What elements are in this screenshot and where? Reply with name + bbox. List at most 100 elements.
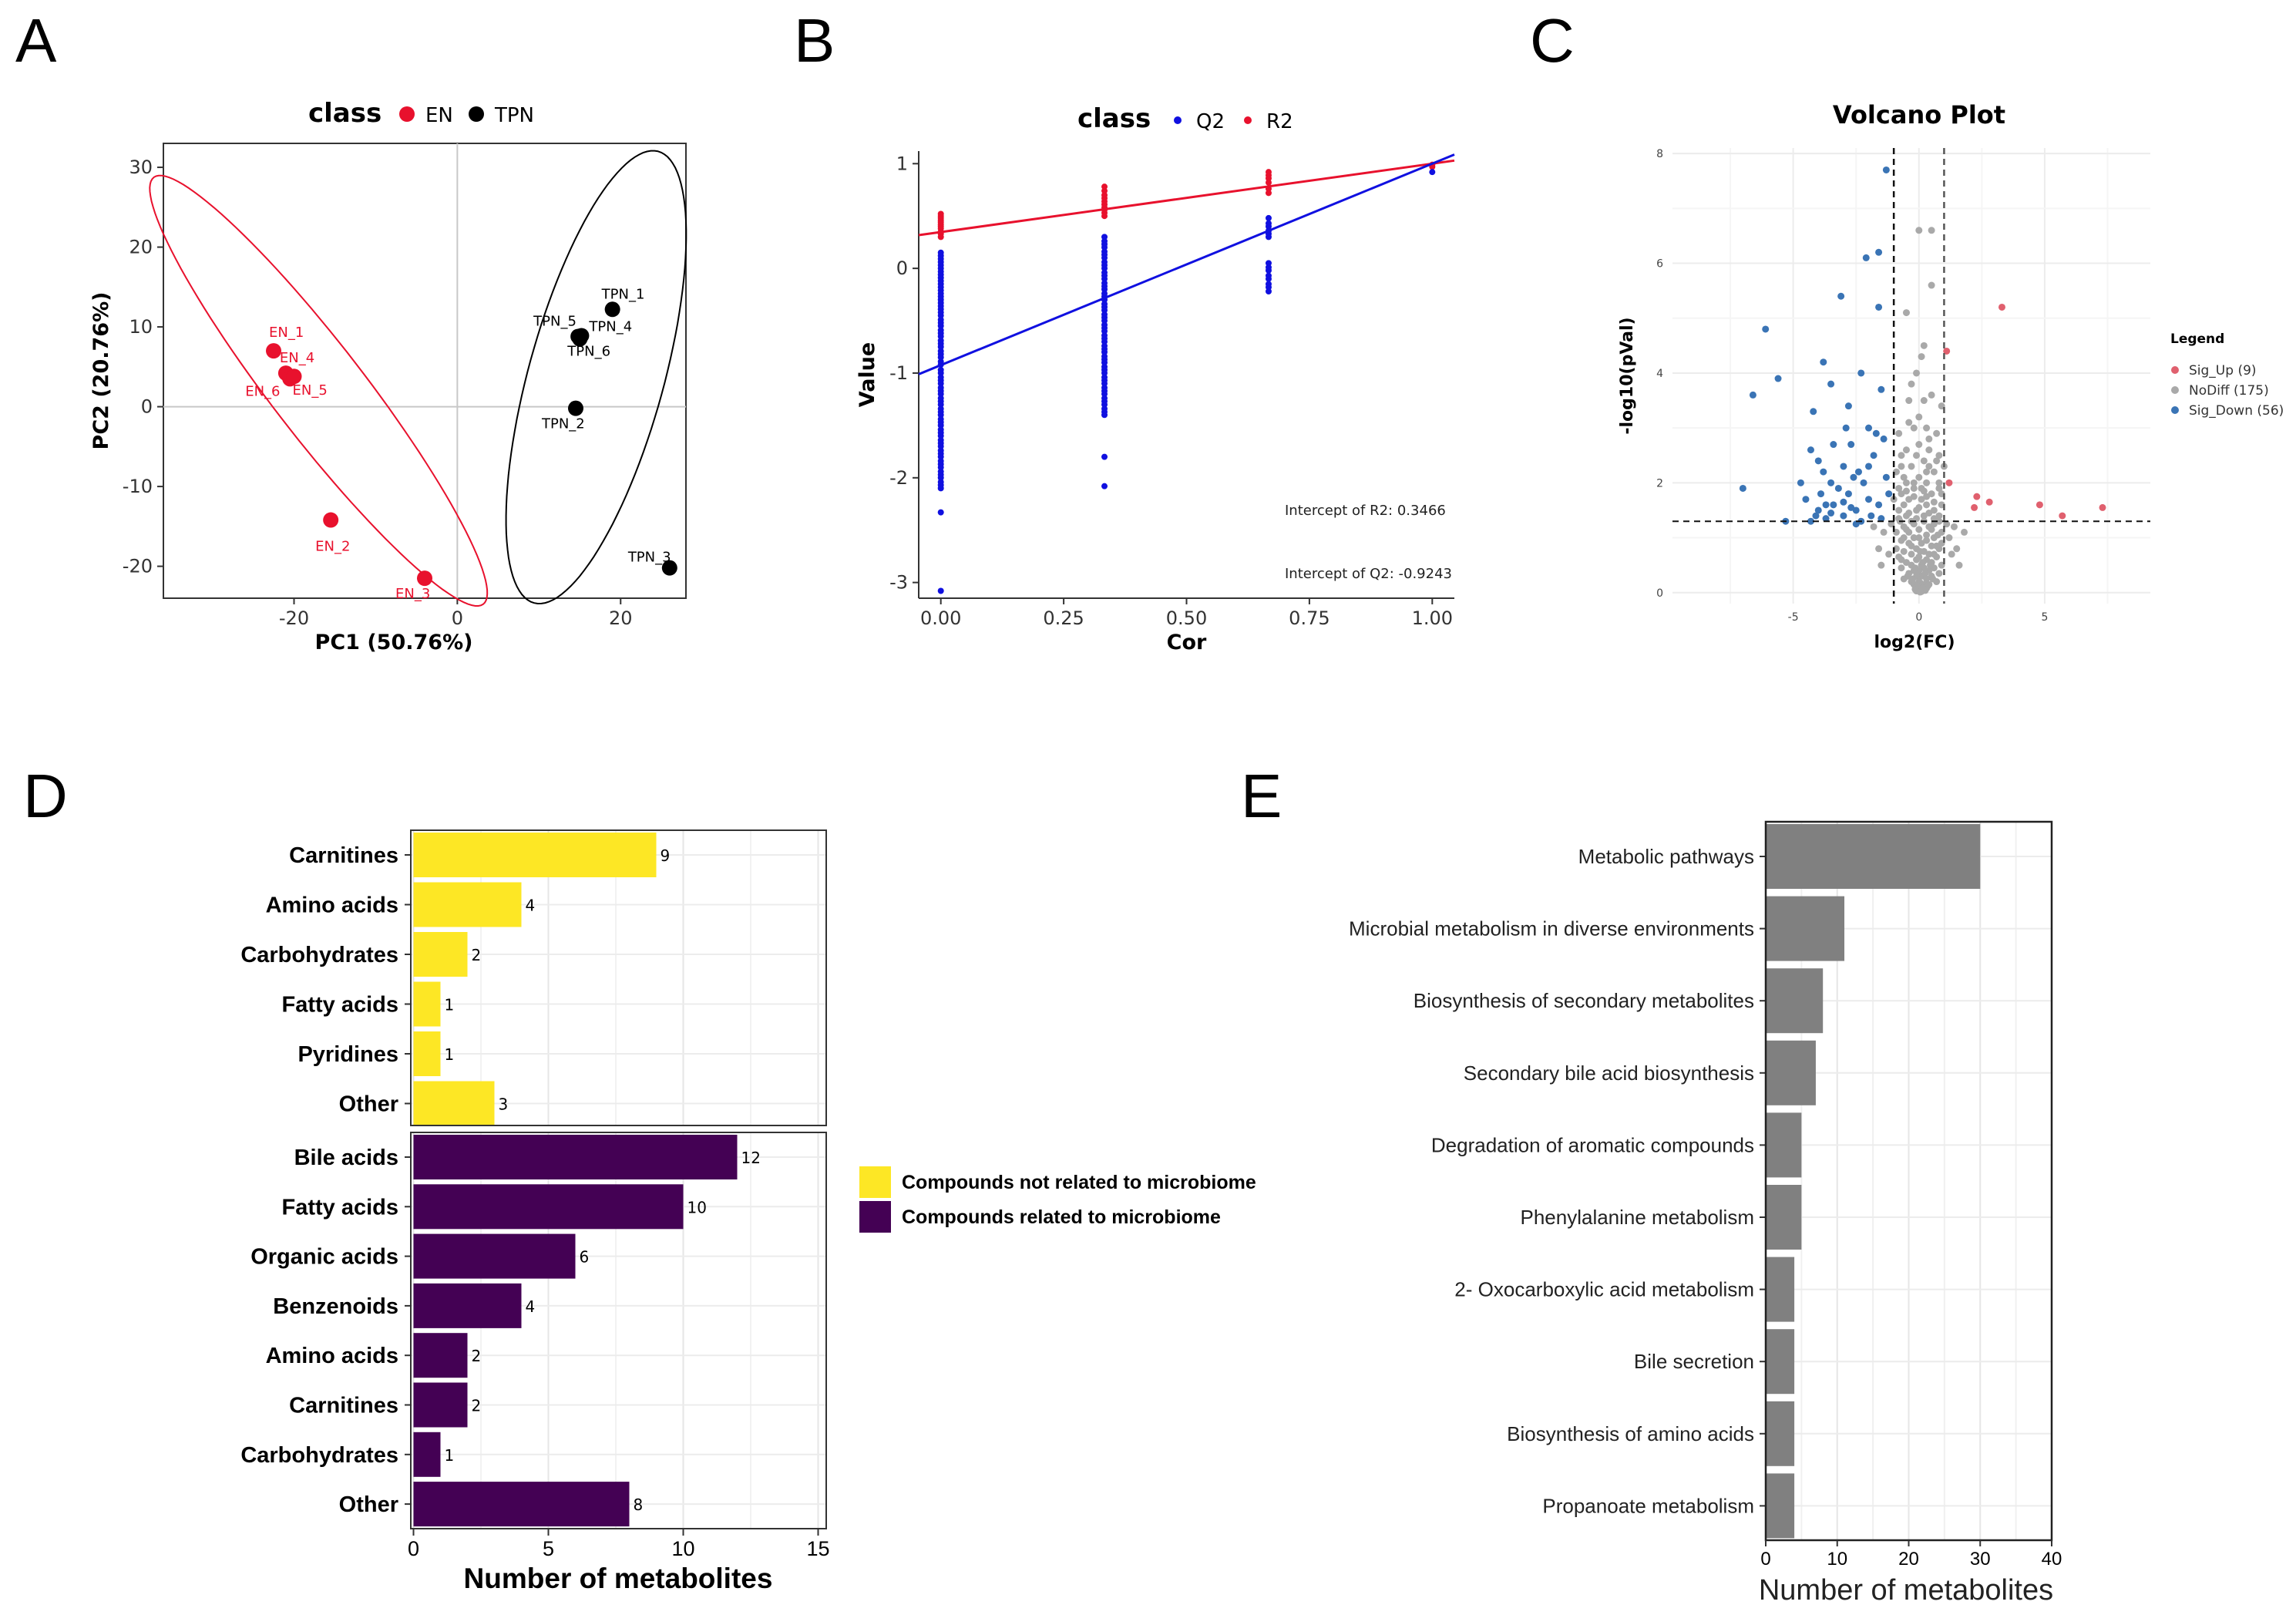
pca-point-label: EN_6 xyxy=(245,383,280,399)
volcano-point-sig-down xyxy=(1762,325,1770,333)
volcano-point-nodiff xyxy=(1913,369,1921,377)
pca-xtick-label: 0 xyxy=(452,607,463,629)
panel-letter-d: D xyxy=(23,762,68,830)
volcano-point-sig-down xyxy=(1875,248,1883,256)
volcano-point-nodiff xyxy=(1900,534,1908,542)
category-label: Carnitines xyxy=(289,843,398,868)
volcano-point-sig-down xyxy=(1830,501,1837,509)
volcano-point-nodiff xyxy=(1933,429,1941,437)
volcano-point-nodiff xyxy=(1915,227,1923,234)
volcano-point-sig-down xyxy=(1882,473,1890,481)
volcano-point-sig-down xyxy=(1847,441,1855,449)
volcano-ytick-label: 2 xyxy=(1656,477,1663,490)
volcano-point-nodiff xyxy=(1918,484,1925,492)
volcano-point-nodiff xyxy=(1923,575,1931,583)
pathway-label: Biosynthesis of amino acids xyxy=(1507,1422,1754,1445)
category-label: Organic acids xyxy=(250,1245,398,1270)
bar-fatty-acids xyxy=(413,1184,684,1230)
perm-point-q2 xyxy=(1265,220,1272,227)
pca-point-tpn_2 xyxy=(567,400,583,416)
volcano-point-nodiff xyxy=(1895,429,1903,437)
volcano-legend-swatch xyxy=(2171,406,2179,414)
bar-value-label: 4 xyxy=(526,897,536,915)
volcano-point-nodiff xyxy=(1902,487,1910,495)
perm-legend-swatch xyxy=(1244,116,1252,124)
facet-legend-swatch xyxy=(859,1201,891,1233)
perm-xtick-label: 0.00 xyxy=(920,607,961,629)
volcano-point-nodiff xyxy=(1900,473,1908,481)
volcano-point-sig-down xyxy=(1827,380,1835,388)
pca-point-en_1 xyxy=(266,343,282,359)
volcano-point-sig-down xyxy=(1774,375,1782,382)
volcano-point-nodiff xyxy=(1900,547,1908,555)
category-label: Carnitines xyxy=(289,1394,398,1418)
pathway-bar xyxy=(1766,1112,1802,1178)
volcano-point-sig-down xyxy=(1862,254,1870,261)
volcano-point-sig-down xyxy=(1857,369,1865,377)
perm-ylabel: Value xyxy=(856,342,879,407)
volcano-point-nodiff xyxy=(1880,528,1888,536)
volcano-point-sig-down xyxy=(1827,510,1835,517)
bar-other xyxy=(413,1081,495,1126)
bar-value-label: 4 xyxy=(526,1297,536,1316)
category-label: Fatty acids xyxy=(282,1195,399,1220)
volcano-point-nodiff xyxy=(1920,397,1928,405)
volcano-point-sig-down xyxy=(1885,490,1893,498)
volcano-point-sig-down xyxy=(1875,303,1883,311)
volcano-point-nodiff xyxy=(1910,484,1918,492)
volcano-point-nodiff xyxy=(1908,542,1915,550)
volcano-point-nodiff xyxy=(1926,561,1934,569)
volcano-point-nodiff xyxy=(1923,537,1931,544)
volcano-point-sig-down xyxy=(1822,501,1830,509)
volcano-point-sig-down xyxy=(1749,391,1756,399)
volcano-point-nodiff xyxy=(1908,380,1915,388)
pca-ytick-label: -10 xyxy=(123,476,153,497)
facet-legend-label: Compounds not related to microbiome xyxy=(902,1172,1256,1193)
bar-carbohydrates xyxy=(413,932,468,977)
bar-value-label: 3 xyxy=(499,1095,509,1114)
volcano-point-sig-down xyxy=(1834,484,1842,492)
volcano-point-nodiff xyxy=(1916,588,1924,596)
facet-border xyxy=(410,829,827,1126)
perm-regression-line-r2 xyxy=(918,159,1455,237)
category-label: Bile acids xyxy=(294,1146,398,1170)
volcano-chart: -5 0 5 0 2 4 6 8 Volcano Plot log2(FC) -log10(pVal… xyxy=(1618,100,2284,652)
pca-point-label: TPN_1 xyxy=(601,286,645,302)
pathway-xlabel: Number of metabolites xyxy=(1759,1574,2053,1607)
volcano-point-nodiff xyxy=(1905,510,1913,517)
volcano-title: Volcano Plot xyxy=(1833,100,2005,130)
pathway-bar xyxy=(1766,968,1824,1034)
volcano-point-nodiff xyxy=(1930,550,1938,558)
volcano-point-nodiff xyxy=(1913,452,1921,459)
category-label: Other xyxy=(339,1092,398,1117)
volcano-point-sig-down xyxy=(1837,292,1845,300)
volcano-point-nodiff xyxy=(1923,424,1931,432)
category-label: Other xyxy=(339,1492,398,1517)
volcano-point-nodiff xyxy=(1928,391,1935,399)
volcano-point-nodiff xyxy=(1875,545,1883,553)
volcano-point-nodiff xyxy=(1930,498,1938,506)
bar-other xyxy=(413,1482,630,1527)
volcano-ytick-label: 4 xyxy=(1656,368,1663,380)
bar-pyridines xyxy=(413,1031,441,1076)
volcano-point-nodiff xyxy=(1930,515,1938,523)
volcano-xtick-label: -5 xyxy=(1788,611,1799,624)
volcano-point-nodiff xyxy=(1908,463,1915,470)
perm-point-q2 xyxy=(1101,453,1108,460)
volcano-point-nodiff xyxy=(1910,534,1918,542)
perm-ytick-label: -3 xyxy=(889,572,908,594)
pathway-label: Biosynthesis of secondary metabolites xyxy=(1414,989,1754,1012)
volcano-point-sig-down xyxy=(1882,166,1890,173)
pathway-xtick-label: 10 xyxy=(1827,1549,1847,1570)
pca-point-label: TPN_5 xyxy=(533,313,577,329)
volcano-point-nodiff xyxy=(1895,484,1903,492)
volcano-point-sig-down xyxy=(1850,473,1857,481)
volcano-point-sig-down xyxy=(1739,484,1746,492)
volcano-point-sig-down xyxy=(1875,501,1883,509)
volcano-point-sig-down xyxy=(1865,463,1873,470)
pathway-label: Phenylalanine metabolism xyxy=(1520,1206,1754,1229)
perm-point-q2 xyxy=(1101,483,1108,490)
pca-xtick-label: 20 xyxy=(609,607,633,629)
